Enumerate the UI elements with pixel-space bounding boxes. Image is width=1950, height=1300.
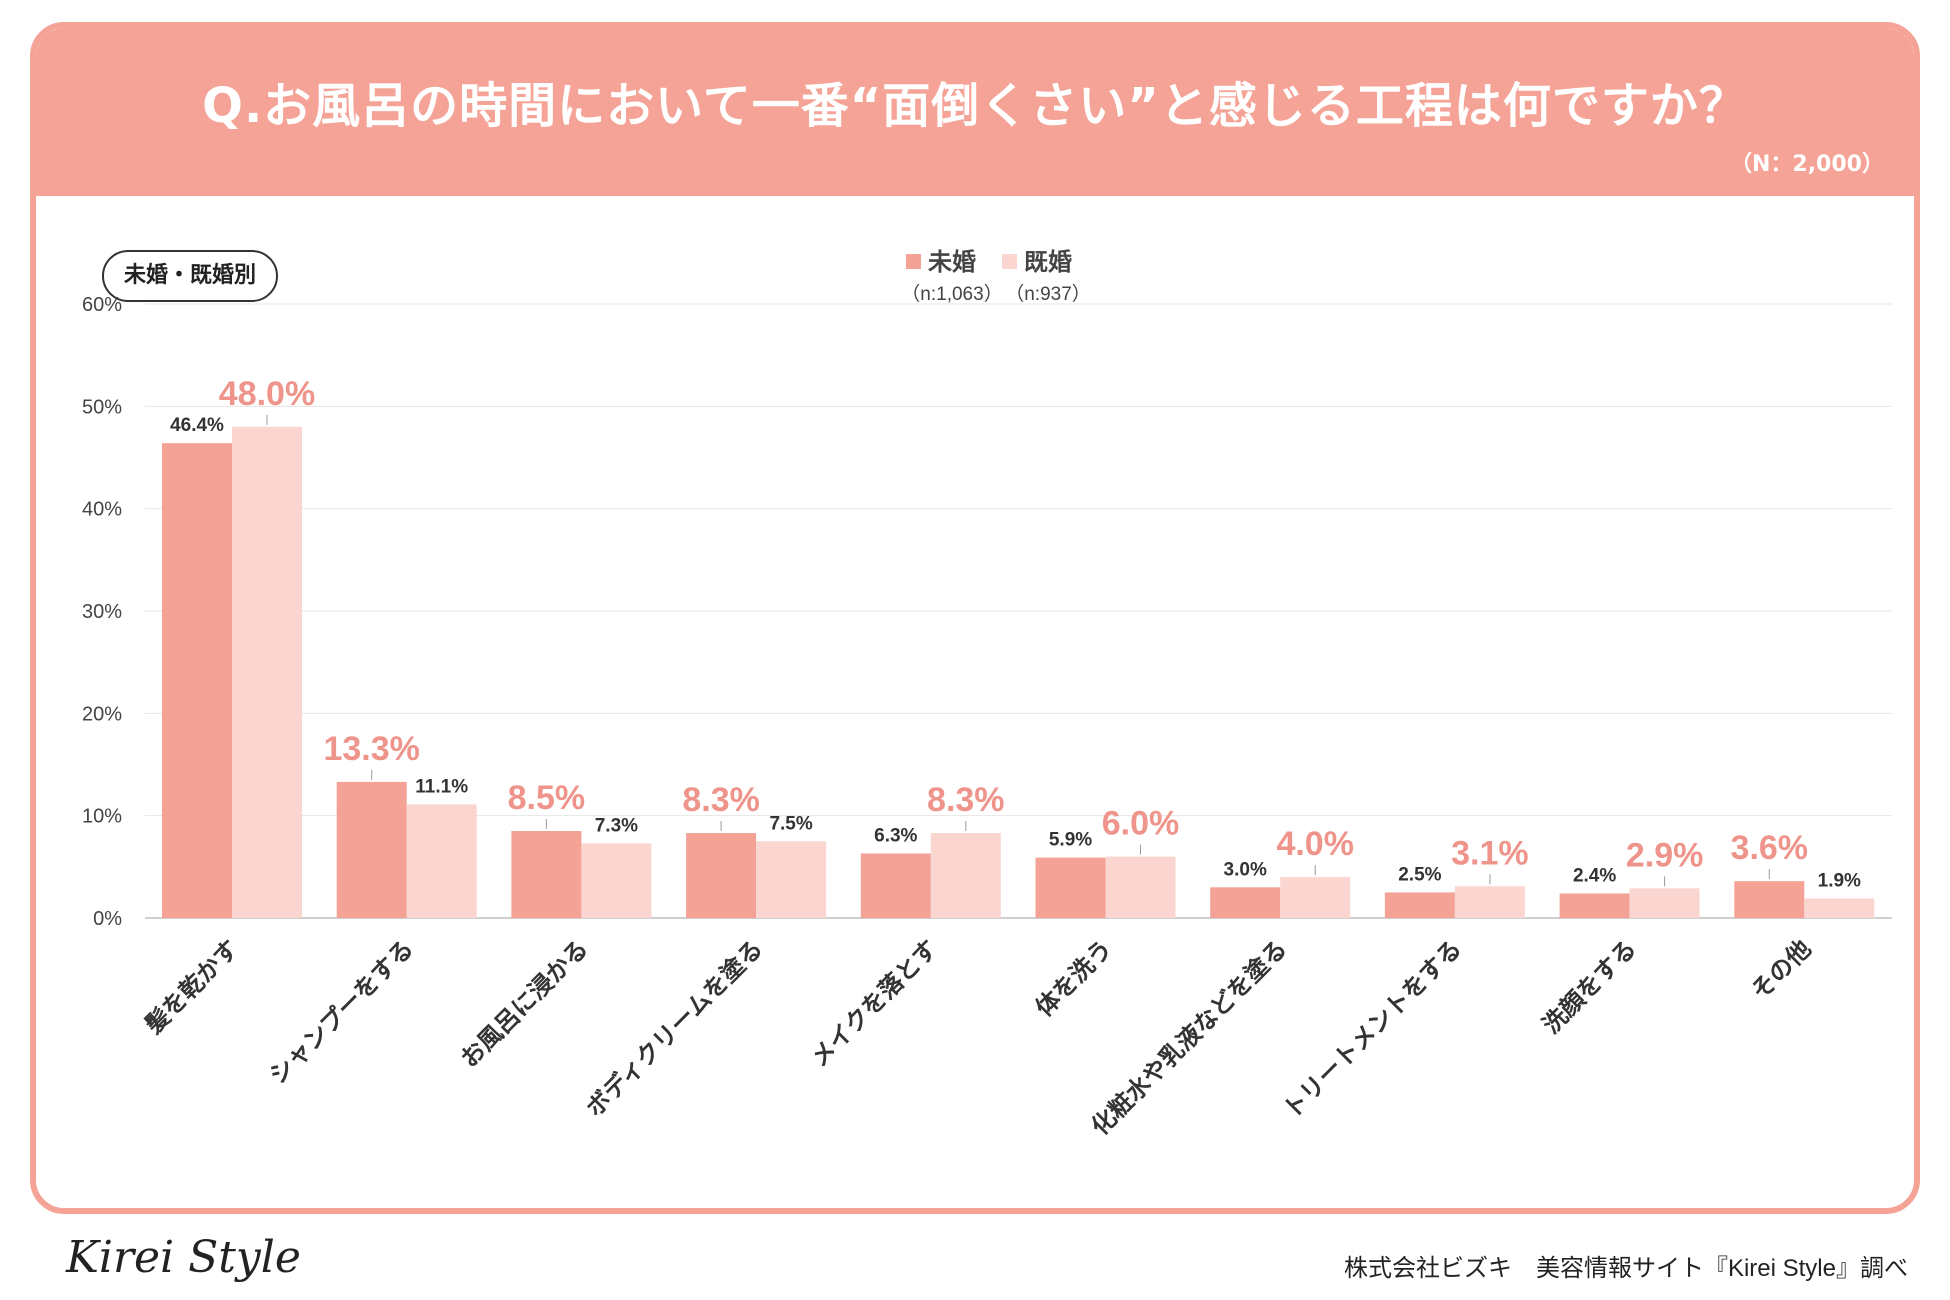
legend-swatch xyxy=(906,254,921,269)
bar xyxy=(232,426,302,918)
group-badge: 未婚・既婚別 xyxy=(102,250,279,302)
bar xyxy=(1280,877,1351,918)
bar xyxy=(162,443,232,918)
bar xyxy=(860,853,931,918)
bar xyxy=(756,841,827,918)
data-label: 5.9% xyxy=(1049,830,1092,851)
x-tick-label: ボディクリームを塗る xyxy=(581,934,769,1122)
legend-n-label: （n:1,063） xyxy=(901,283,1002,305)
data-label: 8.3% xyxy=(682,781,760,819)
data-label: 3.0% xyxy=(1224,859,1267,880)
chart-card: Q.お風呂の時間において一番“面倒くさい”と感じる工程は何ですか？ （N：2,0… xyxy=(30,22,1920,1214)
bar xyxy=(511,831,582,918)
y-tick-label: 10% xyxy=(82,806,122,828)
y-tick-label: 20% xyxy=(82,703,122,725)
bar xyxy=(1804,898,1875,918)
y-tick-label: 40% xyxy=(82,499,122,521)
bar xyxy=(1629,888,1700,918)
data-label: 7.3% xyxy=(595,815,638,836)
x-tick-label: メイクを落とす xyxy=(805,934,943,1072)
bar xyxy=(406,804,477,918)
legend-label: 既婚 xyxy=(1024,248,1072,276)
legend-n-label: （n:937） xyxy=(1005,283,1091,305)
data-label: 46.4% xyxy=(170,415,224,436)
footer-logo: Kirei Style xyxy=(66,1232,301,1283)
data-label: 3.1% xyxy=(1451,834,1529,872)
data-label: 13.3% xyxy=(323,730,419,768)
y-tick-label: 30% xyxy=(82,601,122,623)
x-tick-label: 体を洗う xyxy=(1030,934,1118,1022)
x-tick-label: お風呂に浸かる xyxy=(455,934,594,1073)
legend-swatch xyxy=(1002,254,1017,269)
bar xyxy=(1210,887,1281,918)
data-label: 4.0% xyxy=(1276,825,1354,863)
y-tick-label: 50% xyxy=(82,396,122,418)
header-banner: Q.お風呂の時間において一番“面倒くさい”と感じる工程は何ですか？ （N：2,0… xyxy=(36,28,1914,196)
x-tick-label: 洗顔をする xyxy=(1537,934,1642,1039)
bar xyxy=(686,833,757,918)
bar xyxy=(930,833,1001,918)
y-tick-label: 0% xyxy=(93,908,122,930)
bar xyxy=(1559,893,1630,918)
data-label: 8.3% xyxy=(927,781,1005,819)
bar xyxy=(1105,856,1176,918)
data-label: 1.9% xyxy=(1818,871,1861,892)
sample-size-label: （N：2,000） xyxy=(1729,152,1884,177)
data-label: 3.6% xyxy=(1731,829,1809,867)
bar xyxy=(1384,892,1455,918)
data-label: 2.4% xyxy=(1573,865,1616,886)
legend-label: 未婚 xyxy=(928,248,976,276)
data-label: 8.5% xyxy=(508,779,586,817)
data-label: 2.9% xyxy=(1626,836,1704,874)
data-label: 6.3% xyxy=(874,826,917,847)
footer-credit: 株式会社ビズキ 美容情報サイト『Kirei Style』調べ xyxy=(1343,1255,1908,1282)
data-label: 48.0% xyxy=(219,375,315,413)
bar xyxy=(1734,881,1805,918)
data-label: 7.5% xyxy=(769,813,812,834)
bar xyxy=(336,781,407,918)
x-tick-label: シャンプーをする xyxy=(264,934,419,1089)
data-label: 2.5% xyxy=(1398,864,1441,885)
data-label: 11.1% xyxy=(415,776,468,797)
x-tick-label: 化粧水や乳液などを塗る xyxy=(1086,934,1292,1140)
x-tick-label: トリートメントをする xyxy=(1278,934,1468,1124)
data-label: 6.0% xyxy=(1102,805,1180,843)
x-tick-label: その他 xyxy=(1746,934,1817,1005)
x-tick-label: 髪を乾かす xyxy=(139,934,244,1039)
chart-title: Q.お風呂の時間において一番“面倒くさい”と感じる工程は何ですか？ xyxy=(202,78,1748,134)
bar xyxy=(1035,857,1106,918)
bar xyxy=(1454,886,1525,918)
y-tick-label: 60% xyxy=(82,294,122,316)
bar xyxy=(581,843,652,918)
